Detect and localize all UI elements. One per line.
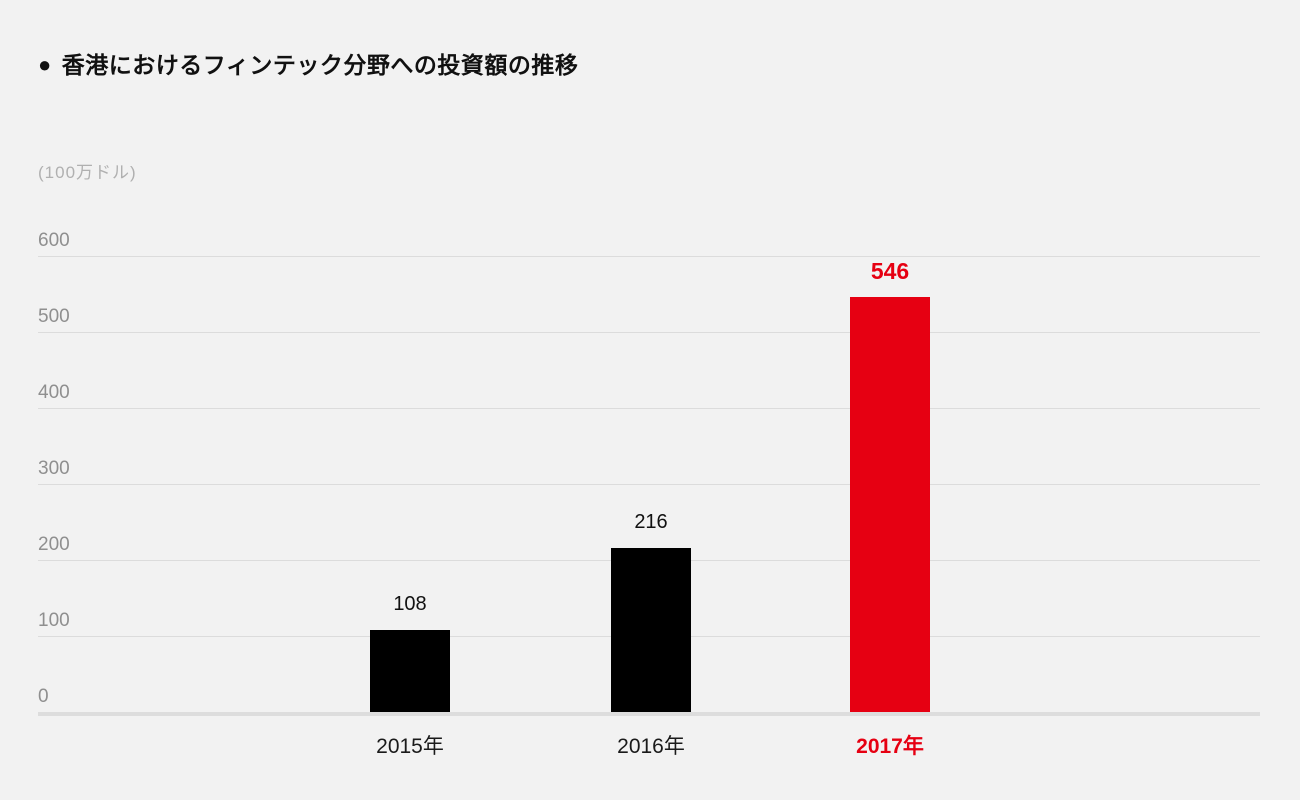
y-tick-label-600: 600 bbox=[38, 230, 70, 251]
y-tick-label-0: 0 bbox=[38, 686, 49, 707]
y-axis-unit-label: (100万ドル) bbox=[38, 163, 137, 182]
title-bullet-icon: ● bbox=[38, 52, 52, 77]
y-tick-label-300: 300 bbox=[38, 458, 70, 479]
value-label-2015: 108 bbox=[393, 593, 427, 615]
x-axis-label-2015: 2015年 bbox=[376, 735, 444, 758]
bar-2016 bbox=[611, 548, 691, 712]
y-tick-label-100: 100 bbox=[38, 610, 70, 631]
x-axis-label-2017: 2017年 bbox=[856, 735, 924, 758]
bar-2017 bbox=[850, 297, 930, 712]
x-axis-label-2016: 2016年 bbox=[617, 735, 685, 758]
y-tick-label-200: 200 bbox=[38, 534, 70, 555]
bar-2015 bbox=[370, 630, 450, 712]
y-tick-label-500: 500 bbox=[38, 306, 70, 327]
gridline-400 bbox=[38, 408, 1260, 409]
value-label-2017: 546 bbox=[870, 258, 910, 284]
gridline-600 bbox=[38, 256, 1260, 257]
chart-title-text: 香港におけるフィンテック分野への投資額の推移 bbox=[61, 52, 579, 78]
gridline-300 bbox=[38, 484, 1260, 485]
value-label-2016: 216 bbox=[634, 511, 668, 533]
y-tick-label-400: 400 bbox=[38, 382, 70, 403]
gridline-500 bbox=[38, 332, 1260, 333]
chart-title: ● 香港におけるフィンテック分野への投資額の推移 bbox=[38, 46, 578, 80]
x-axis-baseline bbox=[38, 712, 1260, 716]
